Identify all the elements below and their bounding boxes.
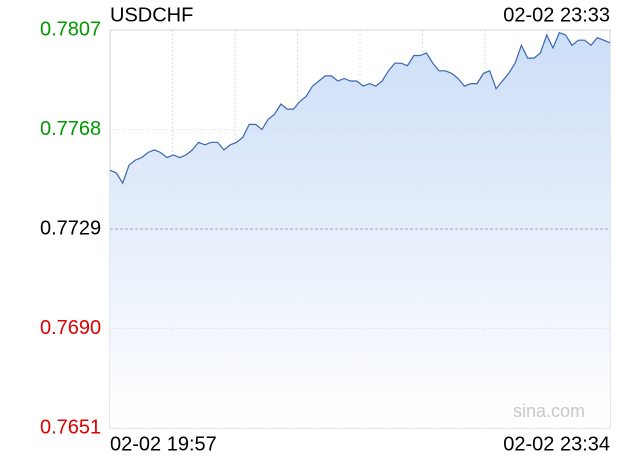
timestamp: 02-02 23:33: [503, 4, 610, 26]
y-tick-label: 0.7768: [40, 118, 101, 140]
y-tick-label: 0.7729: [40, 217, 101, 239]
area: [110, 32, 610, 428]
y-tick-label: 0.7651: [40, 416, 101, 438]
y-tick-label: 0.7807: [40, 18, 101, 40]
chart-title: USDCHF: [110, 4, 193, 26]
watermark: sina.com: [513, 401, 585, 421]
x-end-label: 02-02 23:34: [503, 433, 610, 455]
y-tick-label: 0.7690: [40, 317, 101, 339]
x-start-label: 02-02 19:57: [110, 433, 217, 455]
price-line: [109, 31, 611, 185]
